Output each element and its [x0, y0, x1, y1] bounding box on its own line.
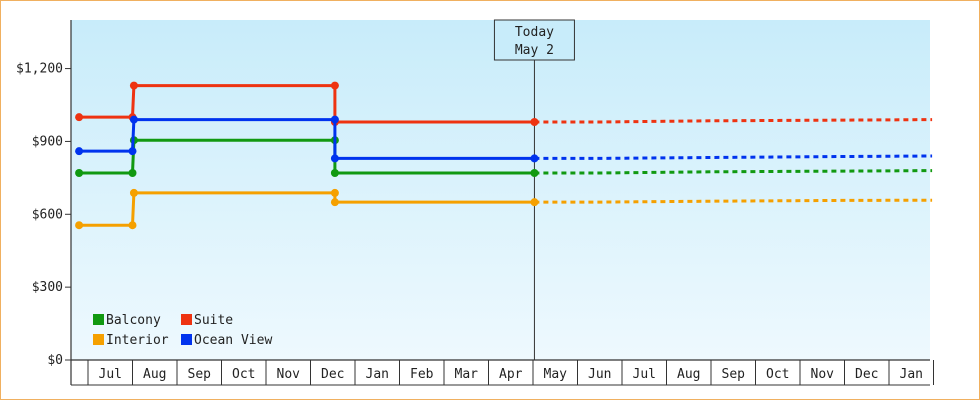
legend-label: Suite	[194, 313, 233, 328]
y-tick-label: $0	[47, 353, 63, 368]
data-point-balcony	[530, 169, 539, 177]
x-tick-label: Jan	[366, 367, 389, 382]
legend: Balcony Suite Interior Ocean View	[93, 313, 272, 348]
legend-label: Interior	[106, 333, 169, 348]
plot-area	[71, 20, 930, 360]
today-date: May 2	[515, 43, 554, 58]
x-tick-label: Mar	[455, 367, 479, 382]
x-tick-label: Oct	[766, 367, 789, 382]
x-tick-label: Jul	[99, 367, 122, 382]
x-tick-label: Nov	[277, 367, 301, 382]
x-tick-label: May	[544, 367, 568, 382]
series-line-balcony	[79, 138, 535, 175]
data-point-interior	[75, 221, 84, 230]
y-tick-label: $1,200	[16, 62, 63, 77]
series-line-interior	[79, 191, 535, 227]
x-tick-label: Oct	[232, 367, 255, 382]
y-tick-label: $300	[32, 280, 63, 295]
data-point-ocean-view	[330, 154, 339, 163]
data-point-interior	[129, 188, 138, 197]
y-axis-ticks: $0 $300 $600 $900 $1,200	[16, 62, 71, 368]
data-point-interior	[128, 221, 137, 230]
y-tick-label: $600	[32, 207, 63, 222]
data-point-ocean-view	[530, 154, 539, 163]
data-point-balcony	[330, 169, 339, 177]
x-tick-label: Dec	[321, 367, 344, 382]
axes	[70, 20, 930, 386]
series-line-ocean-view	[79, 118, 535, 160]
x-axis-ticks: Jul Aug Sep Oct Nov Dec Jan Feb Mar Apr May Jun Jul A…	[87, 360, 934, 385]
x-tick-label: Nov	[811, 367, 835, 382]
data-point-interior	[530, 198, 539, 207]
legend-swatch	[181, 334, 192, 345]
today-label: Today	[515, 25, 554, 40]
x-tick-label: Jan	[900, 367, 923, 382]
data-point-ocean-view	[330, 115, 339, 124]
x-tick-label: Dec	[855, 367, 878, 382]
legend-label: Ocean View	[194, 333, 272, 348]
data-point-interior	[330, 188, 339, 197]
x-tick-label: Sep	[722, 367, 746, 382]
x-tick-label: Jul	[633, 367, 656, 382]
data-point-interior	[330, 198, 339, 207]
x-tick-label: Jun	[588, 367, 611, 382]
data-point-balcony	[128, 169, 137, 177]
legend-label: Balcony	[106, 313, 161, 328]
data-point-ocean-view	[75, 147, 84, 156]
x-tick-label: Apr	[499, 367, 523, 382]
data-point-suite	[530, 118, 539, 126]
x-tick-label: Feb	[410, 367, 434, 382]
series-line-suite	[79, 84, 535, 124]
x-tick-label: Sep	[188, 367, 212, 382]
data-point-suite	[330, 81, 339, 90]
data-point-balcony	[75, 169, 84, 177]
today-box	[493, 19, 575, 61]
x-tick-label: Aug	[677, 367, 700, 382]
series-lines	[75, 81, 933, 230]
x-tick-label: Aug	[143, 367, 166, 382]
data-point-suite	[129, 81, 138, 90]
legend-swatch	[93, 334, 104, 345]
y-tick-label: $900	[32, 134, 63, 149]
data-point-ocean-view	[128, 147, 137, 156]
legend-swatch	[93, 314, 104, 325]
data-point-suite	[75, 113, 84, 122]
today-marker: Today May 2	[493, 19, 575, 360]
legend-swatch	[181, 314, 192, 325]
data-point-ocean-view	[129, 115, 138, 124]
